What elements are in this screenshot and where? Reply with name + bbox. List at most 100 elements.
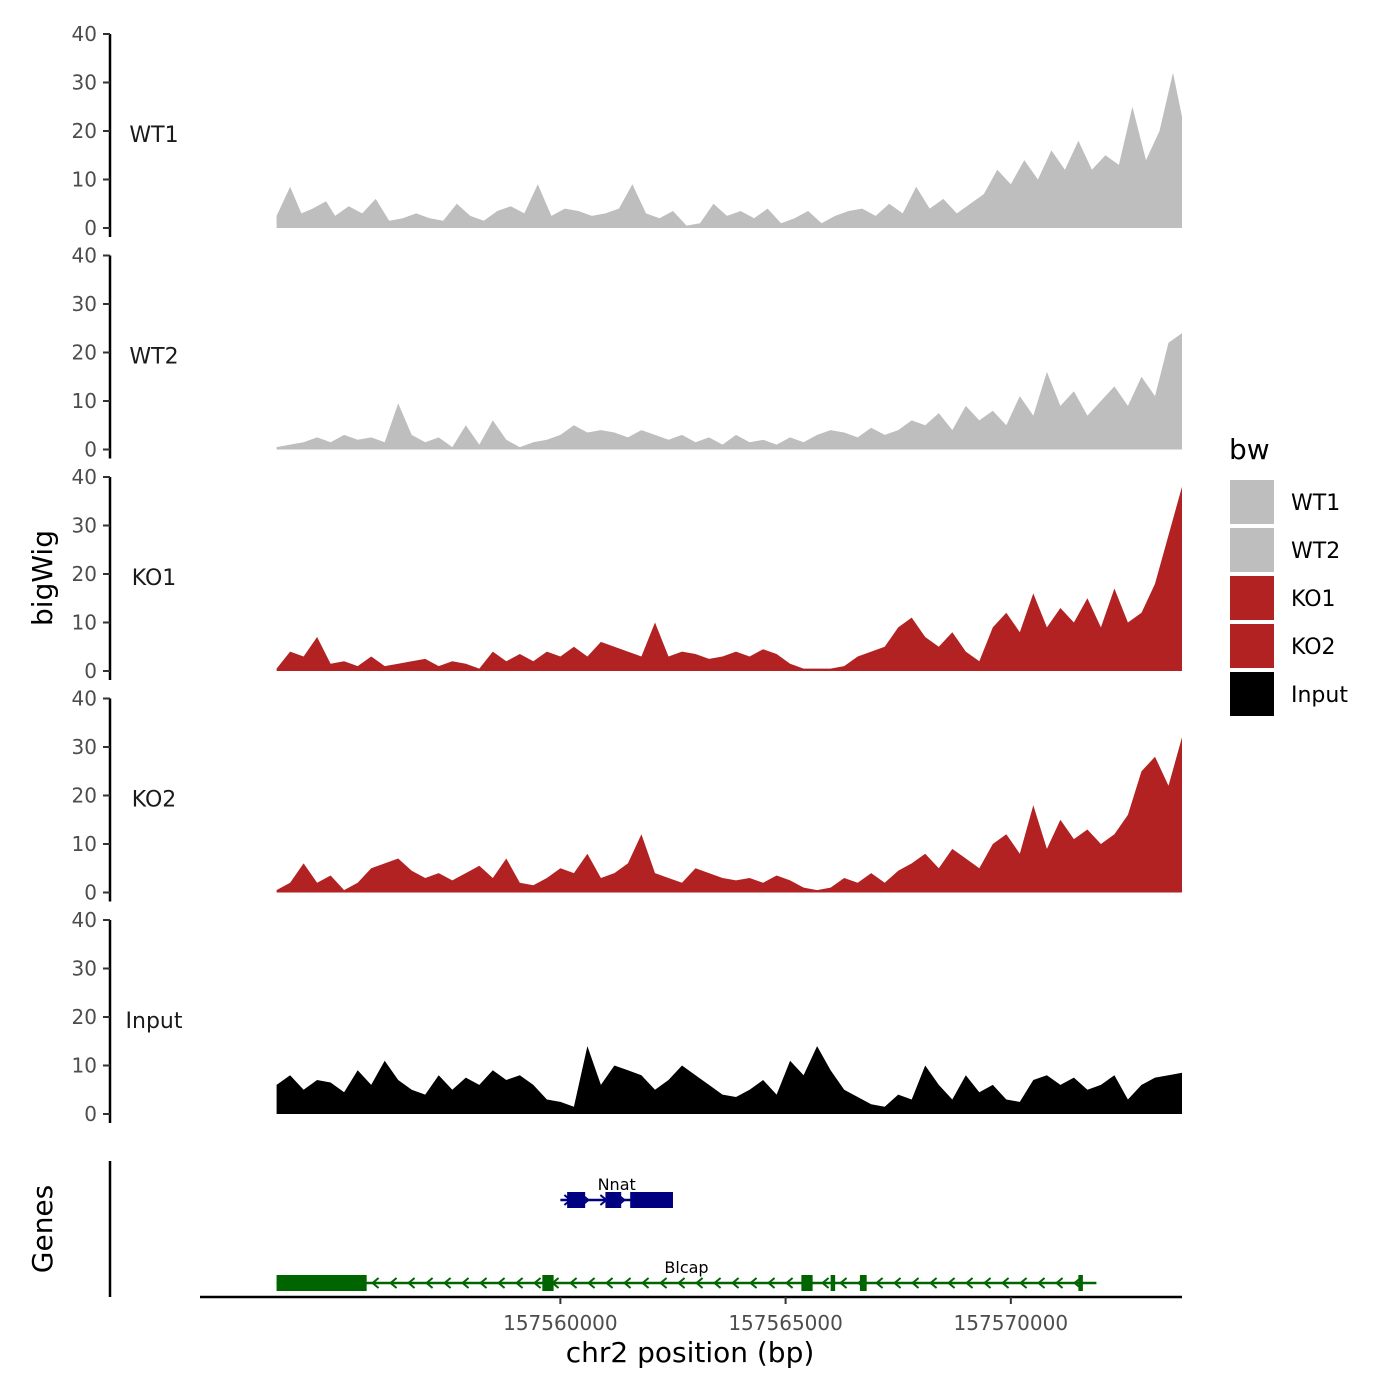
strand-arrow: [569, 1277, 578, 1289]
y-tick-label: 30: [72, 71, 97, 95]
strand-arrow: [497, 1277, 506, 1289]
track-label: Input: [126, 1009, 183, 1034]
y-tick-label: 40: [72, 22, 97, 46]
strand-arrow: [1055, 1277, 1064, 1289]
y-tick-label: 20: [72, 1005, 97, 1029]
exon: [276, 1275, 367, 1291]
strand-arrow: [767, 1277, 776, 1289]
strand-arrow: [713, 1277, 722, 1289]
gene-panel-title: Genes: [26, 1185, 59, 1273]
strand-arrow: [389, 1277, 398, 1289]
strand-arrow: [929, 1277, 938, 1289]
strand-arrow: [785, 1277, 794, 1289]
area-ko2: [276, 737, 1183, 893]
signal-tracks: 0 10 20 30 40 WT1 0 10 20 30 40 WT2 0 10 20 30 40 KO1 0 10 2…: [72, 22, 1183, 1126]
strand-arrow: [1001, 1277, 1010, 1289]
legend-label: KO1: [1291, 587, 1336, 612]
strand-arrow: [677, 1277, 686, 1289]
strand-arrow: [641, 1277, 650, 1289]
legend-label: WT2: [1291, 539, 1340, 564]
y-tick-label: 40: [72, 687, 97, 711]
strand-arrow: [695, 1277, 704, 1289]
y-tick-label: 0: [84, 1102, 97, 1126]
x-tick-label: 157560000: [503, 1311, 618, 1335]
track-label: WT2: [129, 345, 178, 370]
strand-arrow: [875, 1277, 884, 1289]
y-tick-label: 40: [72, 244, 97, 268]
y-tick-label: 10: [72, 1054, 97, 1078]
y-tick-label: 10: [72, 168, 97, 192]
track-label: KO1: [132, 566, 177, 591]
y-tick-label: 30: [72, 957, 97, 981]
legend-swatch: [1230, 480, 1274, 524]
legend-swatch: [1230, 624, 1274, 668]
y-tick-label: 40: [72, 908, 97, 932]
y-tick-label: 20: [72, 562, 97, 586]
y-tick-label: 20: [72, 119, 97, 143]
strand-arrow: [911, 1277, 920, 1289]
strand-arrow: [965, 1277, 974, 1289]
strand-arrow: [1037, 1277, 1046, 1289]
y-tick-label: 10: [72, 611, 97, 635]
y-tick-label: 10: [72, 832, 97, 856]
strand-arrow: [821, 1277, 830, 1289]
strand-arrow: [479, 1277, 488, 1289]
gene-label: Nnat: [598, 1175, 636, 1194]
strand-arrow: [443, 1277, 452, 1289]
y-axis-title: bigWig: [26, 530, 59, 626]
gene-track: Nnat Blcap: [108, 1161, 1097, 1297]
y-tick-label: 0: [84, 881, 97, 905]
legend-label: KO2: [1291, 635, 1336, 660]
strand-arrow: [947, 1277, 956, 1289]
legend: bw WT1 WT2 KO1 KO2 Input: [1229, 433, 1348, 716]
gene-nnat: Nnat: [560, 1175, 673, 1208]
strand-arrow: [749, 1277, 758, 1289]
exon: [567, 1192, 586, 1208]
exon: [542, 1275, 554, 1291]
track-wt2: 0 10 20 30 40 WT2: [72, 244, 1183, 462]
x-tick-label: 157565000: [728, 1311, 843, 1335]
strand-arrow: [605, 1277, 614, 1289]
y-tick-label: 20: [72, 784, 97, 808]
gene-label: Blcap: [664, 1258, 708, 1277]
exon: [630, 1192, 673, 1208]
area-input: [276, 1046, 1183, 1114]
y-tick-label: 10: [72, 389, 97, 413]
exon: [605, 1192, 622, 1208]
x-tick-label: 157570000: [954, 1311, 1069, 1335]
y-tick-label: 0: [84, 438, 97, 462]
track-ko2: 0 10 20 30 40 KO2: [72, 687, 1183, 905]
legend-swatch: [1230, 672, 1274, 716]
strand-arrow: [731, 1277, 740, 1289]
y-tick-label: 0: [84, 659, 97, 683]
strand-arrow: [461, 1277, 470, 1289]
track-input: 0 10 20 30 40 Input: [72, 908, 1183, 1126]
exon: [1078, 1275, 1083, 1291]
area-ko1: [276, 486, 1183, 671]
track-ko1: 0 10 20 30 40 KO1: [72, 465, 1183, 683]
y-tick-label: 30: [72, 735, 97, 759]
strand-arrow: [839, 1277, 848, 1289]
strand-arrow: [371, 1277, 380, 1289]
exon: [801, 1275, 813, 1291]
legend-swatch: [1230, 576, 1274, 620]
legend-label: WT1: [1291, 491, 1340, 516]
area-wt2: [276, 333, 1183, 450]
area-wt1: [276, 72, 1183, 228]
legend-swatch: [1230, 528, 1274, 572]
x-axis-title: chr2 position (bp): [566, 1336, 815, 1369]
track-wt1: 0 10 20 30 40 WT1: [72, 22, 1183, 240]
strand-arrow: [533, 1277, 542, 1289]
strand-arrow: [407, 1277, 416, 1289]
strand-arrow: [893, 1277, 902, 1289]
legend-title: bw: [1229, 433, 1270, 466]
track-label: KO2: [132, 788, 177, 813]
y-tick-label: 30: [72, 514, 97, 538]
y-tick-label: 0: [84, 216, 97, 240]
y-tick-label: 20: [72, 341, 97, 365]
strand-arrow: [425, 1277, 434, 1289]
strand-arrow: [1019, 1277, 1028, 1289]
strand-arrow: [623, 1277, 632, 1289]
y-tick-label: 40: [72, 465, 97, 489]
